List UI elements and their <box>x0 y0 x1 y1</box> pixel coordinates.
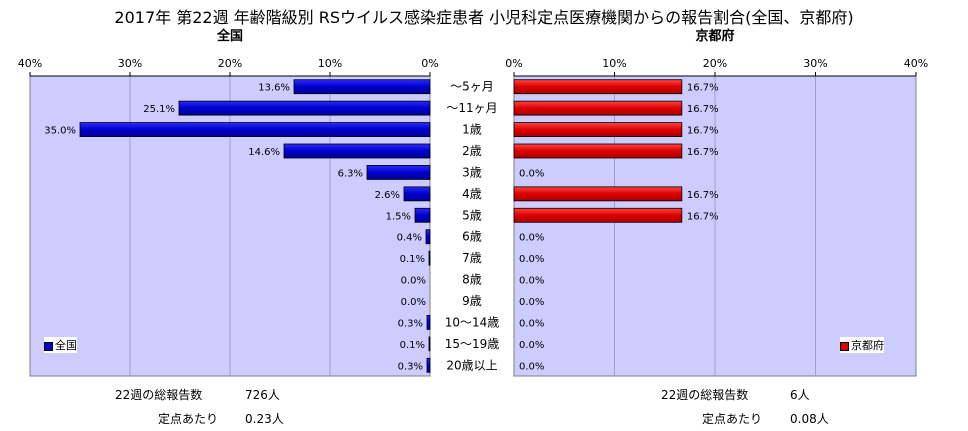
left-total-value: 726人 <box>245 388 280 402</box>
right-value-label: 0.0% <box>519 233 544 244</box>
right-per-value: 0.08人 <box>790 412 829 426</box>
left-tick-label: 10% <box>318 57 342 70</box>
left-bar <box>426 357 431 373</box>
right-value-label: 16.7% <box>687 211 719 222</box>
category-label: 10～14歳 <box>445 315 500 329</box>
right-bar <box>513 186 683 202</box>
category-label: ～5ヶ月 <box>450 80 494 94</box>
left-value-label: 2.6% <box>375 190 400 201</box>
right-total-value: 6人 <box>790 388 810 402</box>
left-tick-label: 20% <box>218 57 242 70</box>
category-label: ～11ヶ月 <box>446 101 497 115</box>
right-value-label: 0.0% <box>519 254 544 265</box>
left-bar <box>426 315 431 330</box>
left-value-label: 0.4% <box>397 233 422 244</box>
left-per-label: 定点あたり <box>158 412 219 426</box>
left-bar <box>403 186 431 202</box>
left-bar <box>366 165 431 180</box>
category-label: 1歳 <box>462 123 482 137</box>
left-tick-label: 30% <box>118 57 142 70</box>
left-bar <box>283 143 431 159</box>
left-bar <box>178 100 431 116</box>
right-value-label: 0.0% <box>519 340 544 351</box>
left-legend: 全国 <box>44 337 77 353</box>
left-value-label: 1.5% <box>386 211 411 222</box>
left-value-label: 14.6% <box>248 147 280 158</box>
left-value-label: 35.0% <box>44 126 76 137</box>
left-value-label: 0.3% <box>398 361 423 372</box>
right-value-label: 0.0% <box>519 168 544 179</box>
right-value-label: 16.7% <box>687 83 719 94</box>
right-bar <box>513 143 683 159</box>
left-bar <box>428 250 431 266</box>
left-bar <box>414 207 431 223</box>
category-label: 5歳 <box>462 208 482 222</box>
category-label: 2歳 <box>462 144 482 158</box>
legend-swatch-kyoto <box>840 341 849 351</box>
category-label: 9歳 <box>462 294 482 308</box>
left-value-label: 25.1% <box>143 104 175 115</box>
category-label: 8歳 <box>462 273 482 287</box>
legend-swatch-zenkoku <box>44 341 53 351</box>
right-per-label: 定点あたり <box>702 412 763 426</box>
category-label: 15～19歳 <box>445 337 500 351</box>
right-value-label: 0.0% <box>519 297 544 308</box>
left-tick-label: 0% <box>421 57 438 70</box>
category-label: 3歳 <box>462 165 482 179</box>
category-label: 6歳 <box>462 230 482 244</box>
left-value-label: 0.1% <box>400 340 425 351</box>
right-value-label: 0.0% <box>519 276 544 287</box>
right-legend: 京都府 <box>840 337 884 353</box>
right-bar <box>513 79 683 95</box>
left-value-label: 0.0% <box>401 297 426 308</box>
left-per-value: 0.23人 <box>245 412 284 426</box>
left-value-label: 0.1% <box>400 254 425 265</box>
left-bar <box>293 79 431 95</box>
category-label: 7歳 <box>462 251 482 265</box>
right-value-label: 16.7% <box>687 126 719 137</box>
right-tick-label: 10% <box>602 57 626 70</box>
right-tick-label: 30% <box>803 57 827 70</box>
left-bar <box>425 229 431 245</box>
right-bar <box>513 100 683 116</box>
right-value-label: 16.7% <box>687 190 719 201</box>
left-value-label: 6.3% <box>338 168 363 179</box>
right-tick-label: 40% <box>904 57 928 70</box>
right-bar <box>513 122 683 137</box>
right-value-label: 16.7% <box>687 104 719 115</box>
right-value-label: 0.0% <box>519 318 544 329</box>
chart-title: 2017年 第22週 年齢階級別 RSウイルス感染症患者 小児科定点医療機関から… <box>114 8 854 27</box>
right-value-label: 0.0% <box>519 361 544 372</box>
right-value-label: 16.7% <box>687 147 719 158</box>
category-label: 20歳以上 <box>446 358 497 372</box>
right-total-label: 22週の総報告数 <box>661 388 749 402</box>
right-tick-label: 20% <box>703 57 727 70</box>
left-total-label: 22週の総報告数 <box>115 388 203 402</box>
right-tick-label: 0% <box>505 57 522 70</box>
left-value-label: 13.6% <box>258 83 290 94</box>
left-bar <box>79 122 431 137</box>
legend-label-kyoto: 京都府 <box>851 339 884 352</box>
left-tick-label: 40% <box>18 57 42 70</box>
left-panel-title: 全国 <box>216 29 243 44</box>
left-value-label: 0.3% <box>398 318 423 329</box>
category-label: 4歳 <box>462 187 482 201</box>
right-bar <box>513 207 683 223</box>
right-panel-title: 京都府 <box>695 29 735 44</box>
left-bar <box>428 336 431 352</box>
left-value-label: 0.0% <box>401 276 426 287</box>
legend-label-zenkoku: 全国 <box>55 339 77 352</box>
